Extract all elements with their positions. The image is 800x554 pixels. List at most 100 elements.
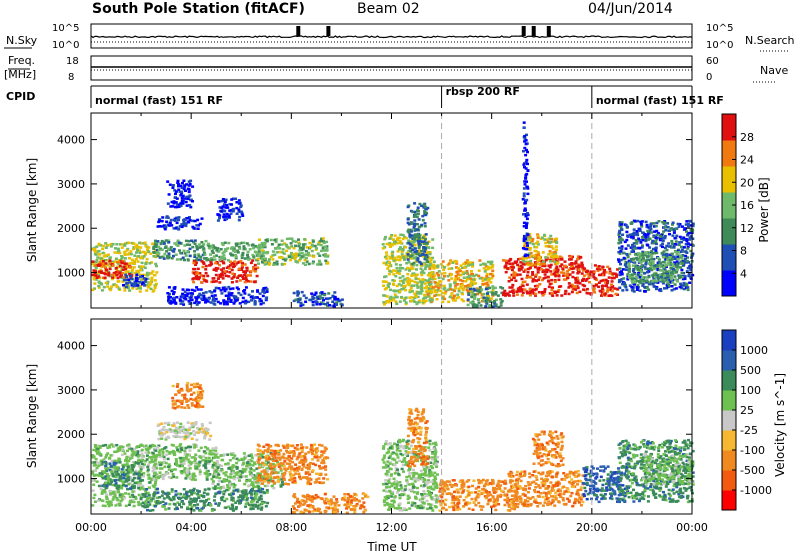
data-cell <box>625 252 629 256</box>
data-cell <box>645 255 649 258</box>
data-cell <box>406 266 410 270</box>
data-cell <box>136 248 139 252</box>
data-cell <box>316 252 320 255</box>
data-cell <box>418 254 422 257</box>
data-cell <box>650 249 654 253</box>
data-cell <box>467 293 471 296</box>
data-cell <box>116 270 120 273</box>
data-cell <box>224 248 227 251</box>
data-cell <box>247 243 251 247</box>
data-cell <box>388 257 392 260</box>
data-cell <box>598 289 602 293</box>
data-cell <box>634 239 638 242</box>
data-cell <box>385 251 388 254</box>
data-cell <box>441 265 444 268</box>
data-cell <box>251 253 255 257</box>
data-cell <box>689 269 693 272</box>
data-cell <box>522 213 525 216</box>
data-cell <box>198 276 202 279</box>
data-cell <box>381 247 385 250</box>
data-cell <box>240 256 244 260</box>
data-cell <box>109 454 113 457</box>
data-cell <box>641 282 645 286</box>
data-cell <box>137 459 141 462</box>
data-cell <box>108 262 112 265</box>
data-cell <box>430 298 434 302</box>
data-cell <box>302 294 306 297</box>
data-cell <box>127 278 131 281</box>
data-cell <box>181 194 185 198</box>
data-cell <box>410 296 414 299</box>
data-cell <box>430 291 434 294</box>
data-cell <box>648 253 652 256</box>
data-cell <box>656 256 660 260</box>
data-cell <box>319 239 323 243</box>
data-cell <box>560 271 563 274</box>
data-cell <box>189 463 193 466</box>
data-cell <box>521 284 525 288</box>
data-cell <box>91 260 95 263</box>
data-cell <box>401 267 405 270</box>
data-cell <box>610 283 613 286</box>
data-cell <box>241 275 245 279</box>
data-cell <box>530 289 534 292</box>
data-cell <box>109 273 112 277</box>
data-cell <box>139 467 143 471</box>
data-cell <box>534 242 538 245</box>
data-cell <box>542 262 546 266</box>
data-cell <box>628 284 632 287</box>
data-cell <box>185 475 189 478</box>
data-cell <box>105 472 109 476</box>
data-cell <box>647 288 651 291</box>
data-cell <box>193 478 197 481</box>
data-cell <box>553 280 557 283</box>
data-cell <box>148 481 152 484</box>
data-cell <box>300 251 304 255</box>
data-cell <box>568 263 572 266</box>
data-cell <box>260 254 264 257</box>
data-cell <box>97 474 101 477</box>
data-cell <box>209 301 213 304</box>
data-cell <box>242 277 245 281</box>
data-cell <box>203 253 207 256</box>
data-cell <box>525 276 529 279</box>
data-cell <box>119 499 123 503</box>
data-cell <box>167 465 171 468</box>
data-cell <box>301 303 305 307</box>
data-cell <box>156 225 160 228</box>
data-cell <box>485 272 489 276</box>
data-cell <box>328 297 332 300</box>
data-cell <box>172 227 176 230</box>
data-cell <box>243 257 247 260</box>
data-cell <box>106 482 109 485</box>
data-cell <box>428 252 432 256</box>
data-cell <box>150 458 154 462</box>
data-cell <box>223 271 227 275</box>
power-colorbar-swatch <box>722 166 736 193</box>
data-cell <box>225 217 229 221</box>
data-cell <box>184 477 188 480</box>
data-cell <box>673 275 677 278</box>
data-cell <box>160 432 164 435</box>
data-cell <box>280 256 284 259</box>
power-colorbar-tick-label: 24 <box>740 154 754 167</box>
cpid-segment-label: rbsp 200 RF <box>446 85 520 98</box>
data-cell <box>162 425 166 429</box>
data-cell <box>187 299 191 303</box>
data-cell <box>386 267 390 270</box>
data-cell <box>101 276 105 279</box>
data-cell <box>684 250 688 253</box>
data-cell <box>120 453 124 456</box>
data-cell <box>136 462 140 465</box>
data-cell <box>108 259 112 262</box>
data-cell <box>173 296 176 300</box>
data-cell <box>121 463 125 467</box>
data-cell <box>403 254 407 258</box>
data-cell <box>103 490 107 494</box>
data-cell <box>129 265 133 269</box>
data-cell <box>526 192 530 196</box>
data-cell <box>122 496 126 500</box>
data-cell <box>536 236 540 240</box>
data-cell <box>617 280 621 284</box>
data-cell <box>144 444 148 447</box>
